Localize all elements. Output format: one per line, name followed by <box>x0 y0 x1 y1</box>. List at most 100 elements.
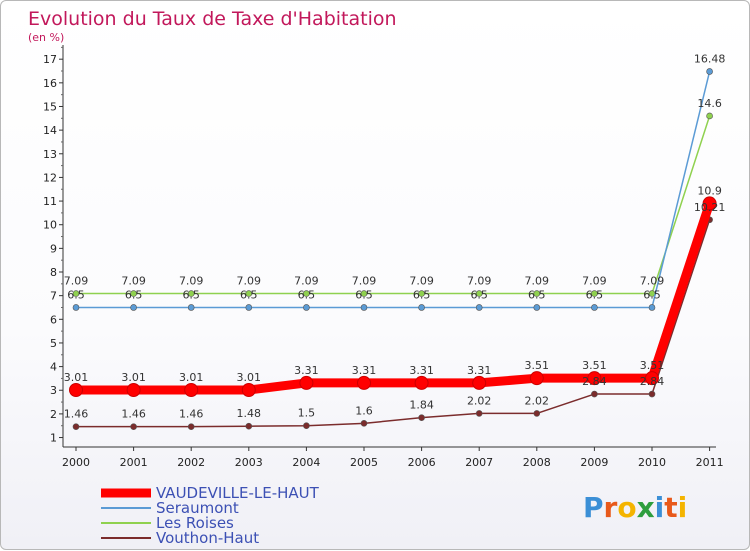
y-tick-label: 6 <box>50 313 57 326</box>
data-label: 1.46 <box>179 408 204 421</box>
y-tick-label: 7 <box>50 290 57 303</box>
data-point <box>418 414 425 421</box>
data-label: 7.09 <box>409 275 434 288</box>
data-label: 10.21 <box>694 201 726 214</box>
data-label: 1.48 <box>237 407 262 420</box>
data-label: 3.51 <box>582 359 607 372</box>
y-tick-label: 10 <box>43 219 57 232</box>
data-labels: 3.01 3.01 3.01 3.01 3.31 3.31 3.31 3.31 3.51 3.51… <box>64 52 726 420</box>
legend-label: Vouthon-Haut <box>156 529 259 547</box>
data-point <box>357 375 371 390</box>
data-point <box>587 371 602 386</box>
data-point <box>187 304 195 311</box>
data-point <box>475 304 483 311</box>
x-tick-label: 2005 <box>350 456 378 469</box>
y-tick-label: 16 <box>43 77 57 90</box>
data-point <box>414 375 429 390</box>
chart-title: Evolution du Taux de Taxe d'Habitation <box>28 8 397 30</box>
data-point <box>533 304 541 311</box>
data-label: 6.5 <box>67 288 85 301</box>
data-point <box>418 290 425 297</box>
series-line-seraumont <box>76 71 711 309</box>
x-tick-label: 2008 <box>523 456 551 469</box>
brand-letter: i <box>655 491 665 524</box>
y-tick-label: 1 <box>50 432 57 445</box>
data-label: 7.09 <box>352 275 377 288</box>
x-tick-label: 2007 <box>465 456 493 469</box>
data-point <box>418 304 425 311</box>
data-label: 6.5 <box>470 288 488 301</box>
data-point <box>184 383 199 398</box>
x-tick-label: 2004 <box>292 456 320 469</box>
data-point <box>475 290 483 297</box>
data-label: 6.5 <box>182 288 200 301</box>
data-point <box>529 371 544 386</box>
y-tick-label: 12 <box>43 171 57 184</box>
data-point <box>645 371 659 386</box>
data-point <box>245 304 253 311</box>
y-tick-label: 14 <box>43 124 57 137</box>
y-tick-label: 2 <box>50 408 57 421</box>
data-label: 6.5 <box>528 288 546 301</box>
y-tick-label: 9 <box>50 242 57 255</box>
data-point <box>187 423 195 430</box>
y-tick-label: 8 <box>50 266 57 279</box>
y-tick-label: 3 <box>50 384 57 397</box>
data-label: 3.01 <box>237 371 262 384</box>
data-label: 7.09 <box>237 275 262 288</box>
data-point <box>591 304 598 311</box>
data-label: 7.09 <box>121 275 146 288</box>
data-label: 10.9 <box>697 184 722 197</box>
data-point <box>72 423 80 430</box>
data-label: 3.51 <box>525 359 550 372</box>
brand-logo-text: Proxiti <box>583 491 687 524</box>
data-label: 3.31 <box>352 364 377 377</box>
data-point <box>130 423 137 430</box>
data-point <box>299 375 314 390</box>
data-label: 2.02 <box>525 394 550 407</box>
data-point <box>245 290 253 297</box>
data-point <box>130 290 137 297</box>
data-point <box>245 422 253 430</box>
data-point <box>303 290 310 297</box>
data-label: 7.09 <box>467 275 492 288</box>
x-tick-label: 2001 <box>120 456 148 469</box>
data-label: 1.46 <box>121 408 146 421</box>
series-line-les-roises <box>76 115 711 295</box>
brand-letter: t <box>664 491 677 524</box>
y-tick-label: 13 <box>43 148 57 161</box>
data-label: 2.02 <box>467 394 492 407</box>
data-label: 7.09 <box>525 275 550 288</box>
data-label: 3.01 <box>121 371 146 384</box>
series-line-vouthon-haut <box>76 219 711 428</box>
data-point <box>533 290 541 297</box>
y-tick-label: 5 <box>50 337 57 350</box>
data-label: 7.09 <box>64 275 89 288</box>
data-point <box>591 290 598 297</box>
x-tick-label: 2011 <box>696 456 724 469</box>
y-tick-label: 4 <box>50 361 57 374</box>
data-label: 3.31 <box>294 364 319 377</box>
x-tick-label: 2000 <box>62 456 90 469</box>
data-label: 6.5 <box>355 288 373 301</box>
y-tick-label: 11 <box>43 195 57 208</box>
data-point <box>648 304 656 311</box>
legend-label: VAUDEVILLE-LE-HAUT <box>156 484 320 502</box>
data-point <box>706 68 713 75</box>
data-point <box>69 383 83 398</box>
data-point <box>303 304 310 311</box>
data-label: 6.5 <box>586 288 604 301</box>
data-point <box>702 196 717 211</box>
data-point <box>187 290 195 297</box>
data-point <box>533 410 541 417</box>
x-tick-label: 2010 <box>638 456 666 469</box>
data-label: 6.5 <box>240 288 258 301</box>
data-label: 14.6 <box>697 97 722 110</box>
data-label: 6.5 <box>298 288 316 301</box>
data-point <box>706 112 713 120</box>
data-label: 3.31 <box>409 364 434 377</box>
brand-letter: x <box>637 491 655 524</box>
